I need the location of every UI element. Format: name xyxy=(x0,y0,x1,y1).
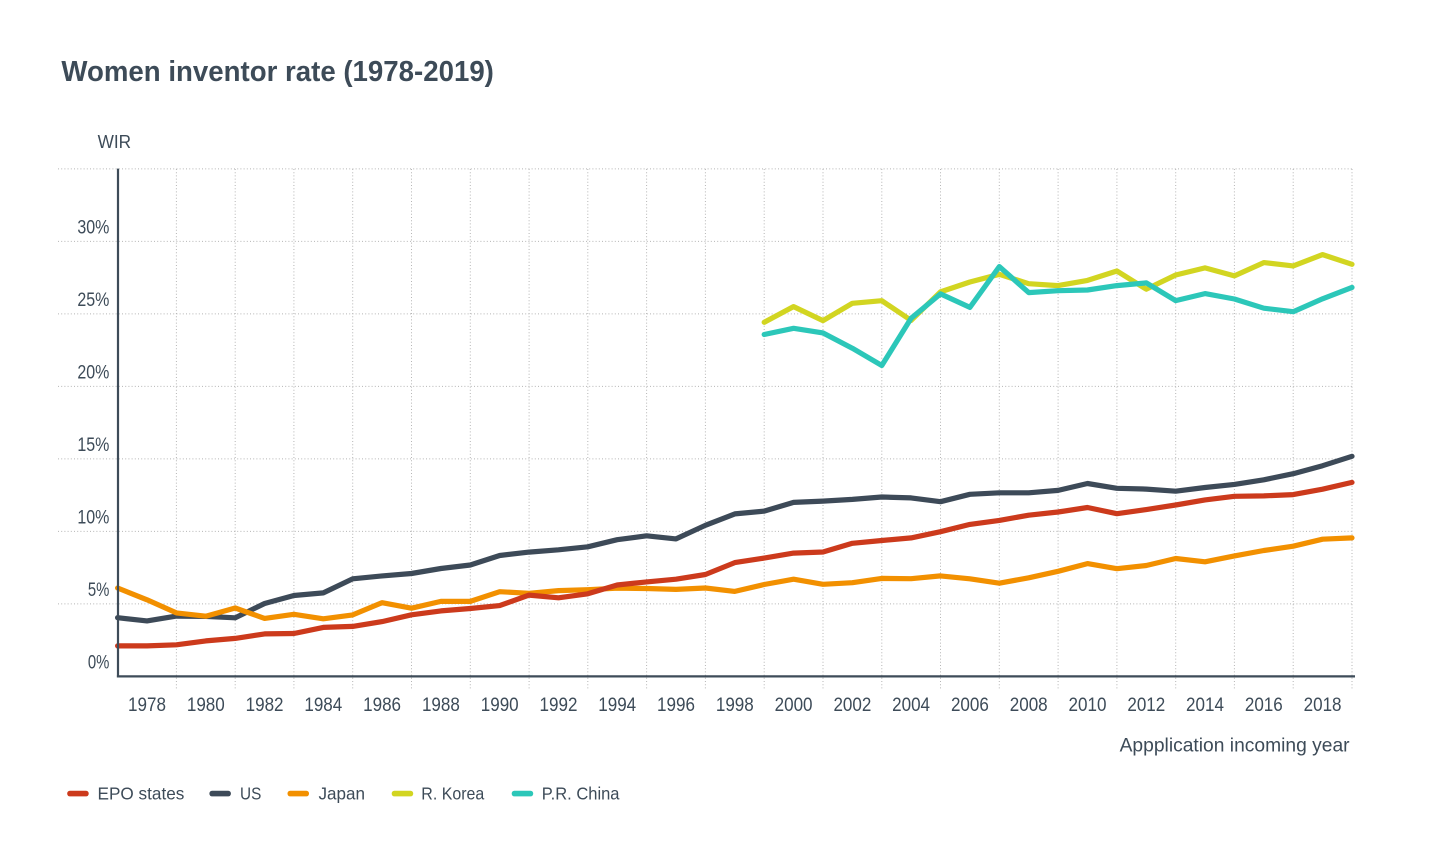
svg-text:Japan: Japan xyxy=(319,783,366,803)
svg-text:5%: 5% xyxy=(88,580,110,601)
svg-text:1992: 1992 xyxy=(540,695,578,716)
svg-text:1982: 1982 xyxy=(246,695,284,716)
svg-text:1984: 1984 xyxy=(304,695,342,716)
svg-text:Appplication incoming year: Appplication incoming year xyxy=(1120,736,1351,757)
svg-text:2000: 2000 xyxy=(775,695,813,716)
svg-text:30%: 30% xyxy=(77,218,109,239)
svg-text:WIR: WIR xyxy=(98,132,132,152)
svg-text:2016: 2016 xyxy=(1245,695,1283,716)
svg-text:1986: 1986 xyxy=(363,695,401,716)
svg-text:2006: 2006 xyxy=(951,695,989,716)
svg-text:1978: 1978 xyxy=(128,695,166,716)
svg-text:2008: 2008 xyxy=(1010,695,1048,716)
svg-text:1996: 1996 xyxy=(657,695,695,716)
svg-text:P.R. China: P.R. China xyxy=(542,783,620,803)
svg-text:1990: 1990 xyxy=(481,695,519,716)
svg-text:1998: 1998 xyxy=(716,695,754,716)
svg-text:2010: 2010 xyxy=(1069,695,1107,716)
svg-text:2014: 2014 xyxy=(1186,695,1224,716)
svg-text:2004: 2004 xyxy=(892,695,930,716)
svg-text:R. Korea: R. Korea xyxy=(421,783,484,803)
svg-text:1988: 1988 xyxy=(422,695,460,716)
svg-text:2018: 2018 xyxy=(1304,695,1342,716)
svg-text:15%: 15% xyxy=(77,435,109,456)
svg-text:10%: 10% xyxy=(77,508,109,529)
svg-text:20%: 20% xyxy=(77,363,109,384)
svg-text:2002: 2002 xyxy=(833,695,871,716)
svg-text:2012: 2012 xyxy=(1127,695,1165,716)
svg-text:25%: 25% xyxy=(77,290,109,311)
svg-text:US: US xyxy=(240,783,261,803)
svg-text:1994: 1994 xyxy=(598,695,636,716)
svg-text:Women inventor rate (1978-2019: Women inventor rate (1978-2019) xyxy=(61,56,494,88)
svg-text:EPO states: EPO states xyxy=(98,783,185,803)
svg-text:0%: 0% xyxy=(88,653,110,674)
svg-text:1980: 1980 xyxy=(187,695,225,716)
